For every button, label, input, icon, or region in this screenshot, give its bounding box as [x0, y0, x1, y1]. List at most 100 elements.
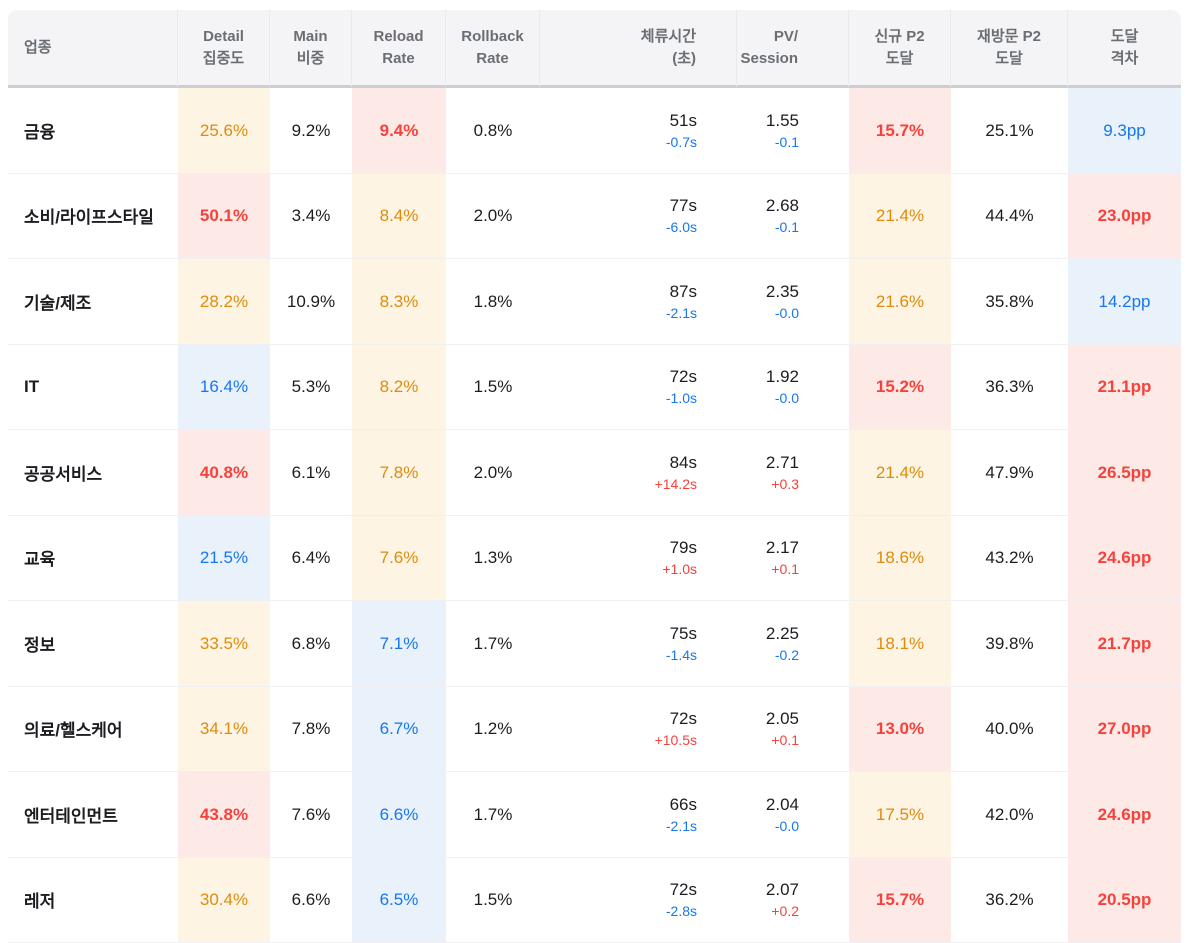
cell-pv-session: 2.05 +0.1: [737, 687, 849, 772]
cell-new-p2-reach: 17.5%: [849, 772, 951, 858]
cell-pv-session: 2.71 +0.3: [737, 430, 849, 516]
cell-rollback-rate: 1.5%: [446, 345, 540, 430]
header-label-line2: 도달: [885, 49, 914, 67]
metric-value: 72s: [669, 709, 697, 729]
col-header-reach-gap: 도달 격차: [1068, 10, 1181, 88]
cell-main-share: 9.2%: [270, 88, 352, 174]
metric-value: 28.2%: [199, 291, 249, 311]
cell-main-share: 10.9%: [270, 259, 352, 345]
header-label-line1: Main: [293, 27, 328, 45]
metric-value: 21.6%: [875, 291, 925, 311]
metric-value: 16.4%: [199, 377, 249, 397]
metric-value: 84s: [669, 452, 697, 472]
industry-label: 정보: [24, 635, 56, 655]
cell-main-share: 6.1%: [270, 430, 352, 516]
metric-value: 21.7pp: [1097, 633, 1152, 653]
col-header-dwell-time: 체류시간 (초): [540, 10, 737, 88]
cell-rollback-rate: 1.3%: [446, 516, 540, 601]
header-label-line2: (초): [672, 49, 696, 67]
metric-value: 24.6pp: [1097, 804, 1152, 824]
cell-reach-gap: 27.0pp: [1068, 686, 1181, 772]
table-header: 업종 Detail 집중도 Main 비중 Reload Rate Rollback Rate 체…: [8, 10, 1181, 88]
metric-value: 33.5%: [199, 633, 249, 653]
cell-industry: 엔터테인먼트: [8, 772, 178, 858]
cell-dwell-time: 72s +10.5s: [540, 687, 737, 772]
cell-detail-focus: 25.6%: [178, 88, 270, 174]
header-label-line2: 집중도: [202, 49, 245, 67]
metric-value: 3.4%: [291, 206, 331, 226]
delta-value: -2.1s: [665, 304, 697, 321]
cell-rollback-rate: 1.5%: [446, 858, 540, 943]
header-label-line1: 업종: [24, 38, 52, 56]
metric-value: 75s: [669, 623, 697, 643]
industry-label: 소비/라이프스타일: [24, 208, 154, 228]
metric-value: 77s: [669, 196, 697, 216]
cell-new-p2-reach: 15.7%: [849, 88, 951, 174]
metric-value: 25.6%: [199, 120, 249, 140]
cell-rollback-rate: 1.8%: [446, 259, 540, 345]
metric-value: 39.8%: [985, 633, 1034, 653]
metric-value: 2.0%: [473, 462, 513, 482]
delta-value: -0.0: [774, 817, 799, 834]
metric-value: 8.2%: [379, 377, 419, 397]
cell-reach-gap: 26.5pp: [1068, 430, 1181, 516]
cell-reach-gap: 21.7pp: [1068, 601, 1181, 687]
header-label-line2: Rate: [476, 49, 509, 67]
cell-industry: 기술/제조: [8, 259, 178, 345]
cell-industry: 레저: [8, 858, 178, 943]
metric-value: 36.3%: [985, 377, 1034, 397]
metric-value: 7.6%: [379, 548, 419, 568]
metric-value: 2.0%: [473, 206, 513, 226]
cell-industry: 소비/라이프스타일: [8, 174, 178, 259]
table-row: IT 16.4% 5.3% 8.2% 1.5% 72s -1.0s 1.92 -0.0 15.2%…: [8, 344, 1181, 430]
delta-value: -1.4s: [665, 646, 697, 663]
header-label-line1: 재방문 P2: [977, 27, 1041, 45]
cell-main-share: 7.8%: [270, 687, 352, 772]
metric-value: 21.1pp: [1097, 377, 1152, 397]
cell-industry: 의료/헬스케어: [8, 687, 178, 772]
metric-value: 34.1%: [199, 719, 249, 739]
metric-value: 30.4%: [199, 890, 249, 910]
industry-label: 금융: [24, 122, 56, 142]
cell-detail-focus: 16.4%: [178, 344, 270, 430]
metric-value: 25.1%: [985, 120, 1034, 140]
metric-value: 1.7%: [473, 633, 513, 653]
cell-rollback-rate: 0.8%: [446, 88, 540, 174]
cell-detail-focus: 40.8%: [178, 430, 270, 516]
industry-label: 엔터테인먼트: [24, 806, 118, 826]
cell-new-p2-reach: 18.1%: [849, 601, 951, 687]
cell-detail-focus: 43.8%: [178, 772, 270, 858]
table-row: 기술/제조 28.2% 10.9% 8.3% 1.8% 87s -2.1s 2.35 -0.0 2…: [8, 259, 1181, 345]
metric-value: 6.7%: [379, 719, 419, 739]
cell-reload-rate: 7.6%: [352, 515, 446, 601]
delta-value: +0.3: [771, 475, 799, 492]
metric-value: 6.6%: [379, 804, 419, 824]
metric-value: 43.2%: [985, 548, 1034, 568]
metric-value: 18.1%: [875, 633, 925, 653]
metric-value: 40.8%: [199, 462, 249, 482]
metric-value: 13.0%: [875, 719, 925, 739]
cell-reach-gap: 14.2pp: [1068, 259, 1181, 345]
metric-value: 50.1%: [199, 206, 249, 226]
cell-revisit-p2-reach: 36.3%: [951, 345, 1068, 430]
header-label-line2: 비중: [296, 49, 325, 67]
cell-dwell-time: 87s -2.1s: [540, 259, 737, 345]
cell-rollback-rate: 1.7%: [446, 601, 540, 687]
metric-value: 43.8%: [199, 804, 249, 824]
metric-value: 44.4%: [985, 206, 1034, 226]
cell-dwell-time: 51s -0.7s: [540, 88, 737, 174]
metric-value: 40.0%: [985, 719, 1034, 739]
col-header-rollback-rate: Rollback Rate: [446, 10, 540, 88]
table-row: 교육 21.5% 6.4% 7.6% 1.3% 79s +1.0s 2.17 +0.1 18.6%…: [8, 515, 1181, 601]
metric-value: 9.4%: [379, 120, 419, 140]
header-label-line2: 도달: [995, 49, 1023, 67]
metric-value: 9.2%: [291, 120, 331, 140]
cell-new-p2-reach: 15.2%: [849, 344, 951, 430]
table-row: 의료/헬스케어 34.1% 7.8% 6.7% 1.2% 72s +10.5s 2.05 +0.…: [8, 686, 1181, 772]
header-label-line2: Rate: [382, 49, 415, 67]
cell-pv-session: 2.25 -0.2: [737, 601, 849, 687]
metric-value: 6.8%: [291, 633, 331, 653]
cell-pv-session: 2.35 -0.0: [737, 259, 849, 345]
delta-value: -0.1: [774, 133, 799, 150]
cell-main-share: 6.4%: [270, 516, 352, 601]
